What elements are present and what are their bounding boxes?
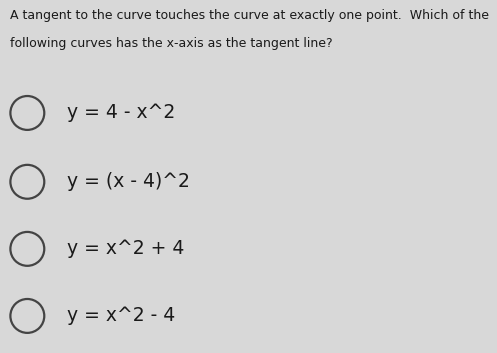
Text: y = x^2 - 4: y = x^2 - 4 (67, 306, 175, 325)
Text: y = 4 - x^2: y = 4 - x^2 (67, 103, 175, 122)
Text: following curves has the x-axis as the tangent line?: following curves has the x-axis as the t… (10, 37, 332, 50)
Text: A tangent to the curve touches the curve at exactly one point.  Which of the: A tangent to the curve touches the curve… (10, 9, 489, 22)
Text: y = (x - 4)^2: y = (x - 4)^2 (67, 172, 190, 191)
Text: y = x^2 + 4: y = x^2 + 4 (67, 239, 184, 258)
